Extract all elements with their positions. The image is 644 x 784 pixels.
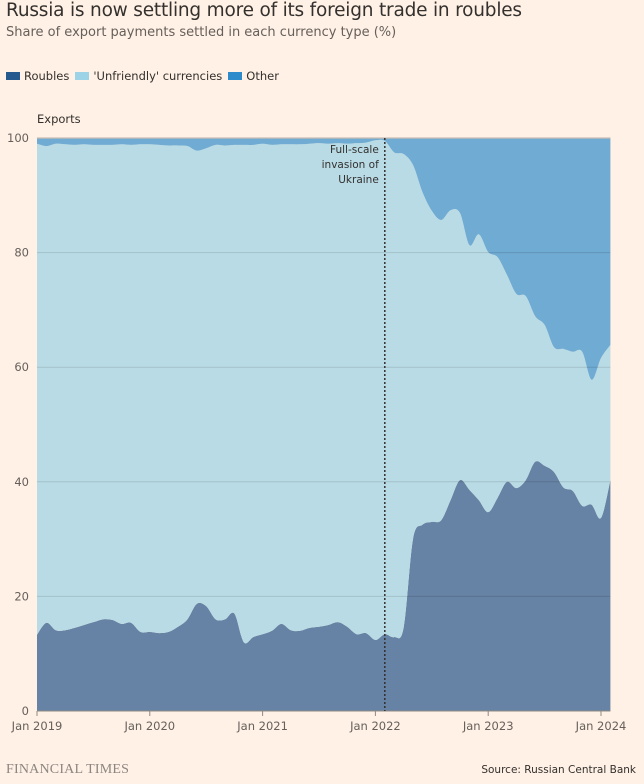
legend-swatch-roubles (6, 72, 20, 80)
ft-logo: FINANCIAL TIMES (6, 762, 130, 777)
legend-swatch-other (228, 72, 243, 80)
panel-label: Exports (37, 112, 81, 126)
x-tick-label: Jan 2024 (575, 719, 627, 733)
area-layers (37, 138, 611, 711)
x-tick-label: Jan 2020 (123, 719, 175, 733)
legend-item-unfriendly: 'Unfriendly' currencies (75, 69, 222, 83)
legend-swatch-unfriendly (75, 72, 90, 80)
annotation-text: Full-scale (330, 144, 379, 156)
y-tick-label-60: 60 (14, 360, 29, 374)
legend: Roubles 'Unfriendly' currencies Other (6, 69, 285, 83)
area-roubles (37, 461, 611, 711)
x-tick-label: Jan 2022 (349, 719, 401, 733)
legend-label-other: Other (246, 69, 279, 83)
gridlines (37, 137, 611, 712)
legend-label-roubles: Roubles (24, 69, 70, 83)
legend-item-roubles: Roubles (6, 69, 69, 83)
y-tick-label-0: 0 (22, 704, 29, 718)
annotation-invasion: Full-scale invasion of Ukraine (322, 138, 386, 711)
annotation-text: invasion of (322, 159, 379, 171)
y-axis: 0 20 40 60 80 100 (7, 131, 29, 718)
chart-title: Russia is now settling more of its forei… (6, 0, 522, 21)
chart-subtitle: Share of export payments settled in each… (6, 25, 397, 40)
x-tick-label: Jan 2023 (462, 719, 514, 733)
source-note: Source: Russian Central Bank (481, 764, 636, 776)
legend-label-unfriendly: 'Unfriendly' currencies (93, 69, 223, 83)
y-tick-label-40: 40 (14, 475, 29, 489)
y-tick-label-20: 20 (14, 589, 29, 603)
y-tick-label-80: 80 (14, 246, 29, 260)
x-tick-label: Jan 2019 (11, 719, 63, 733)
x-tick-label: Jan 2021 (236, 719, 288, 733)
x-axis: Jan 2019 Jan 2020 Jan 2021 Jan 2022 Jan 2023… (11, 711, 627, 733)
legend-item-other: Other (228, 69, 279, 83)
annotation-text: Ukraine (338, 174, 379, 186)
y-tick-label-100: 100 (7, 131, 29, 145)
area-unfriendly (37, 139, 611, 644)
area-other (37, 138, 611, 380)
